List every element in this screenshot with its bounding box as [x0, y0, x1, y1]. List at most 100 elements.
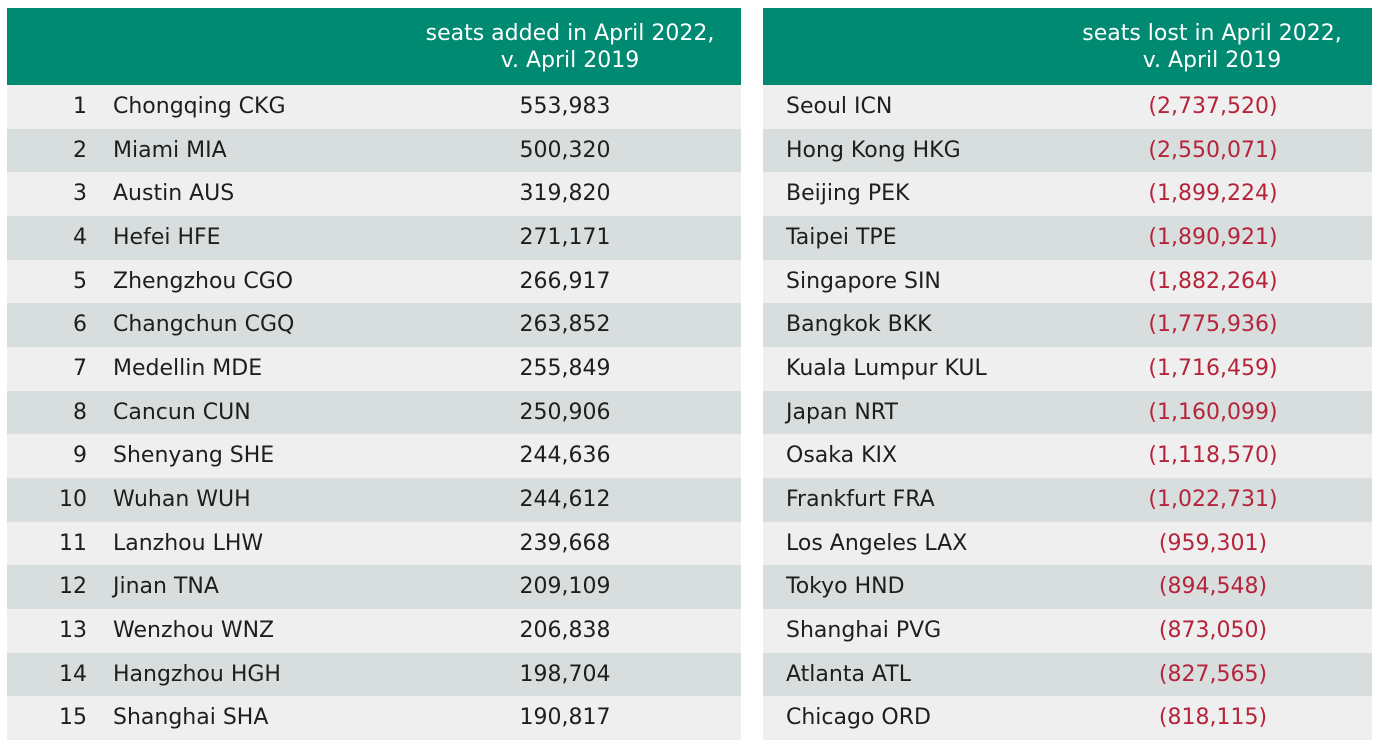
- seats-added-value: 553,983: [519, 94, 611, 119]
- table-row: Kuala Lumpur KUL (1,716,459): [763, 346, 1372, 391]
- table-row: Atlanta ATL (827,565): [763, 652, 1372, 697]
- airport-cell: Kuala Lumpur KUL: [786, 355, 987, 381]
- seats-added-value: 266,917: [519, 268, 611, 294]
- table-row: Seoul ICN (2,737,520): [763, 85, 1372, 129]
- airport-cell: Seoul ICN: [786, 94, 893, 119]
- table-row: 1 Chongqing CKG 553,983: [7, 85, 741, 129]
- rank-cell: 6: [73, 312, 87, 338]
- airport-cell: Chongqing CKG: [113, 94, 286, 119]
- airport-cell: Austin AUS: [113, 181, 235, 207]
- table-row: Taipei TPE (1,890,921): [763, 215, 1372, 260]
- seats-lost-table: seats lost in April 2022, v. April 2019 …: [763, 8, 1372, 740]
- rank-cell: 14: [59, 661, 87, 687]
- rank-cell: 4: [73, 224, 87, 250]
- seats-added-header-text: seats added in April 2022, v. April 2019: [395, 20, 745, 74]
- rank-cell: 2: [73, 137, 87, 163]
- airport-cell: Shenyang SHE: [113, 443, 275, 469]
- airport-cell: Miami MIA: [113, 137, 227, 163]
- rank-cell: 7: [73, 355, 87, 381]
- airport-cell: Wuhan WUH: [113, 486, 251, 512]
- airport-cell: Changchun CGQ: [113, 312, 295, 338]
- rank-cell: 15: [59, 705, 87, 731]
- airport-cell: Shanghai PVG: [786, 617, 942, 643]
- table-row: 10 Wuhan WUH 244,612: [7, 477, 741, 522]
- table-row: 9 Shenyang SHE 244,636: [7, 434, 741, 478]
- rank-cell: 10: [59, 486, 87, 512]
- seats-added-header-line1: seats added in April 2022,: [425, 21, 715, 46]
- airport-cell: Cancun CUN: [113, 399, 251, 425]
- seats-lost-value: (959,301): [1158, 530, 1268, 556]
- seats-added-value: 190,817: [519, 705, 611, 731]
- table-row: Osaka KIX (1,118,570): [763, 434, 1372, 478]
- table-row: 6 Changchun CGQ 263,852: [7, 303, 741, 347]
- seats-lost-value: (1,160,099): [1148, 399, 1278, 425]
- rank-cell: 12: [59, 574, 87, 600]
- rank-cell: 3: [73, 181, 87, 207]
- seats-lost-value: (818,115): [1158, 705, 1268, 731]
- table-row: 13 Wenzhou WNZ 206,838: [7, 608, 741, 653]
- rank-cell: 5: [73, 268, 87, 294]
- table-row: Chicago ORD (818,115): [763, 696, 1372, 740]
- seats-added-value: 319,820: [519, 181, 611, 207]
- seats-added-value: 271,171: [519, 224, 611, 250]
- seats-lost-value: (2,550,071): [1148, 137, 1278, 163]
- airport-cell: Singapore SIN: [786, 268, 941, 294]
- seats-lost-value: (873,050): [1158, 617, 1268, 643]
- airport-cell: Zhengzhou CGO: [113, 268, 294, 294]
- seats-added-header-line2: v. April 2019: [500, 48, 640, 73]
- airport-cell: Los Angeles LAX: [786, 530, 968, 556]
- table-row: 3 Austin AUS 319,820: [7, 172, 741, 216]
- airport-cell: Japan NRT: [786, 399, 898, 425]
- rank-cell: 11: [59, 530, 87, 556]
- airport-cell: Atlanta ATL: [786, 661, 911, 687]
- seats-added-value: 209,109: [519, 574, 611, 600]
- table-row: Singapore SIN (1,882,264): [763, 259, 1372, 304]
- table-row: Hong Kong HKG (2,550,071): [763, 128, 1372, 173]
- seats-lost-header-line2: v. April 2019: [1142, 48, 1282, 73]
- seats-lost-value: (1,775,936): [1148, 312, 1278, 338]
- table-row: 14 Hangzhou HGH 198,704: [7, 652, 741, 697]
- seats-lost-header-text: seats lost in April 2022, v. April 2019: [1052, 20, 1372, 74]
- table-row: 8 Cancun CUN 250,906: [7, 390, 741, 435]
- airport-cell: Hefei HFE: [113, 224, 221, 250]
- table-row: 15 Shanghai SHA 190,817: [7, 696, 741, 740]
- seats-lost-value: (1,899,224): [1148, 181, 1278, 207]
- seats-added-value: 244,612: [519, 486, 611, 512]
- seats-lost-header: seats lost in April 2022, v. April 2019: [763, 8, 1372, 85]
- seats-lost-value: (1,022,731): [1148, 486, 1278, 512]
- airport-cell: Beijing PEK: [786, 181, 910, 207]
- seats-added-value: 250,906: [519, 399, 611, 425]
- airport-cell: Frankfurt FRA: [786, 486, 935, 512]
- seats-lost-rows: Seoul ICN (2,737,520) Hong Kong HKG (2,550,…: [763, 85, 1372, 740]
- rank-cell: 1: [73, 94, 87, 119]
- airport-cell: Hong Kong HKG: [786, 137, 961, 163]
- airport-cell: Chicago ORD: [786, 705, 931, 731]
- airport-cell: Bangkok BKK: [786, 312, 932, 338]
- airport-cell: Medellin MDE: [113, 355, 263, 381]
- table-row: Frankfurt FRA (1,022,731): [763, 477, 1372, 522]
- rank-cell: 9: [73, 443, 87, 469]
- seats-lost-value: (1,118,570): [1148, 443, 1278, 469]
- airport-cell: Wenzhou WNZ: [113, 617, 275, 643]
- table-row: Japan NRT (1,160,099): [763, 390, 1372, 435]
- seats-added-value: 500,320: [519, 137, 611, 163]
- airport-cell: Lanzhou LHW: [113, 530, 264, 556]
- airport-cell: Osaka KIX: [786, 443, 898, 469]
- seats-added-value: 198,704: [519, 661, 611, 687]
- table-row: 12 Jinan TNA 209,109: [7, 565, 741, 609]
- seats-added-rows: 1 Chongqing CKG 553,983 2 Miami MIA 500,320 3 A…: [7, 85, 741, 740]
- table-row: 4 Hefei HFE 271,171: [7, 215, 741, 260]
- table-row: Shanghai PVG (873,050): [763, 608, 1372, 653]
- seats-added-value: 263,852: [519, 312, 611, 338]
- airport-cell: Hangzhou HGH: [113, 661, 281, 687]
- seats-added-value: 244,636: [519, 443, 611, 469]
- seats-added-value: 239,668: [519, 530, 611, 556]
- seats-lost-header-line1: seats lost in April 2022,: [1082, 21, 1342, 46]
- table-row: 7 Medellin MDE 255,849: [7, 346, 741, 391]
- airport-cell: Shanghai SHA: [113, 705, 269, 731]
- seats-lost-value: (827,565): [1158, 661, 1268, 687]
- table-row: 5 Zhengzhou CGO 266,917: [7, 259, 741, 304]
- airport-cell: Jinan TNA: [113, 574, 219, 600]
- table-row: Bangkok BKK (1,775,936): [763, 303, 1372, 347]
- seats-added-table: seats added in April 2022, v. April 2019…: [7, 8, 741, 740]
